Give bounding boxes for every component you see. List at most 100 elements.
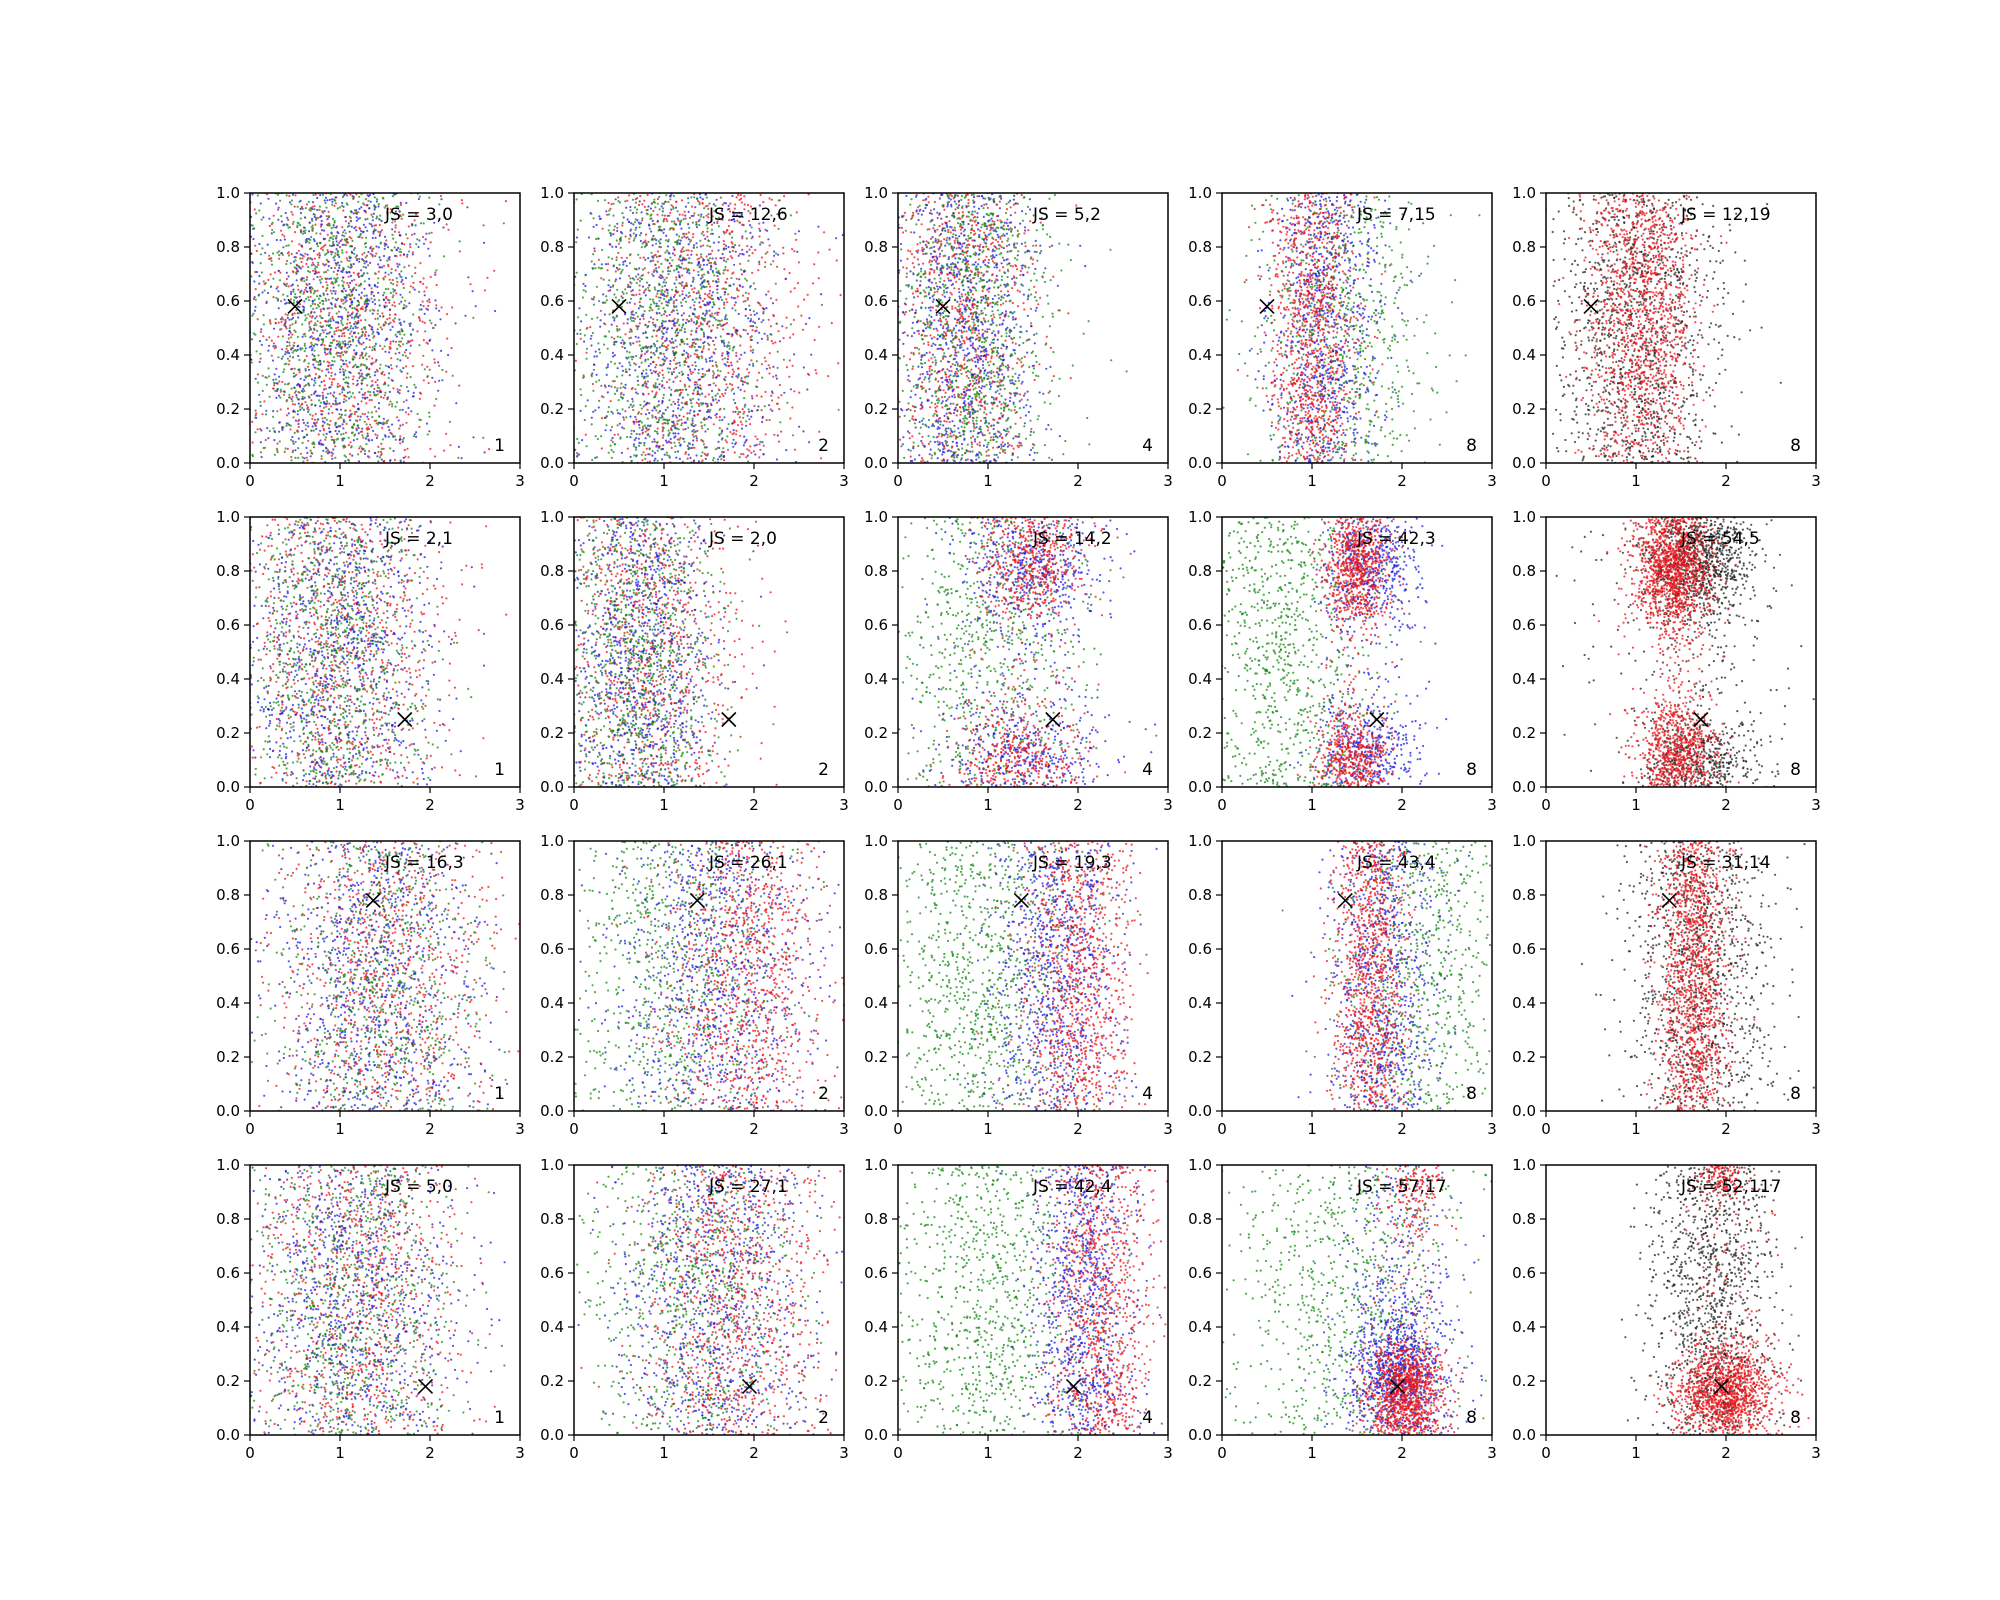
data-point xyxy=(708,301,711,304)
data-point xyxy=(269,322,272,325)
data-point xyxy=(708,410,711,413)
data-point xyxy=(292,416,295,419)
data-point xyxy=(332,395,336,398)
data-point xyxy=(283,363,286,366)
data-point xyxy=(641,429,644,432)
data-point xyxy=(374,433,377,436)
data-point xyxy=(353,306,356,310)
data-point xyxy=(714,263,717,266)
data-point xyxy=(728,345,731,348)
data-point xyxy=(712,423,716,426)
data-point xyxy=(656,441,659,444)
data-point xyxy=(424,330,427,333)
data-point xyxy=(370,213,373,216)
data-point xyxy=(333,442,336,445)
data-point xyxy=(326,293,329,296)
data-point xyxy=(335,321,338,324)
data-point xyxy=(772,375,775,378)
data-point xyxy=(334,445,337,448)
data-point xyxy=(338,206,341,209)
data-point xyxy=(348,259,351,263)
data-point xyxy=(344,301,347,304)
data-point xyxy=(604,263,608,266)
data-point xyxy=(609,444,612,447)
data-point xyxy=(482,224,485,227)
data-point xyxy=(708,289,712,292)
data-point xyxy=(676,401,680,404)
data-point xyxy=(331,438,334,441)
data-point xyxy=(667,251,670,254)
data-point xyxy=(374,236,377,239)
data-point xyxy=(380,395,383,399)
data-point xyxy=(335,343,338,346)
data-point xyxy=(301,335,304,338)
data-point xyxy=(398,330,401,333)
data-point xyxy=(324,297,327,300)
data-point xyxy=(287,218,290,221)
data-point xyxy=(688,257,691,260)
data-point xyxy=(389,291,392,294)
data-point xyxy=(733,263,736,266)
data-point xyxy=(433,358,436,361)
data-point xyxy=(658,410,662,413)
data-point xyxy=(330,266,333,270)
data-point xyxy=(376,455,379,458)
data-point xyxy=(286,407,290,410)
data-point xyxy=(789,290,792,293)
data-point xyxy=(418,344,421,347)
data-point xyxy=(326,348,329,351)
data-point xyxy=(729,382,732,385)
data-point xyxy=(371,326,374,329)
data-point xyxy=(685,267,688,270)
data-point xyxy=(371,349,374,352)
data-point xyxy=(743,441,746,444)
data-point xyxy=(600,384,603,387)
data-point xyxy=(433,455,437,458)
data-point xyxy=(356,424,360,427)
data-point xyxy=(726,258,729,261)
data-point xyxy=(311,302,314,305)
data-point xyxy=(726,435,729,438)
data-point xyxy=(368,399,371,402)
data-point xyxy=(693,368,697,371)
data-point xyxy=(680,301,683,304)
data-point xyxy=(441,368,444,372)
data-point xyxy=(360,379,363,382)
y-tick-label: 0.0 xyxy=(216,454,240,472)
data-point xyxy=(663,453,666,456)
data-point xyxy=(744,329,747,332)
data-point xyxy=(445,370,448,373)
data-point xyxy=(748,449,751,452)
data-point xyxy=(390,423,394,426)
data-point xyxy=(712,324,715,327)
data-point xyxy=(273,431,277,434)
data-point xyxy=(651,321,655,324)
data-point xyxy=(695,297,698,300)
data-point xyxy=(411,253,414,256)
data-point xyxy=(372,294,375,297)
data-point xyxy=(302,436,305,439)
data-point xyxy=(691,236,695,239)
data-point xyxy=(419,319,422,322)
data-point xyxy=(312,278,315,281)
data-point xyxy=(303,231,307,235)
data-point xyxy=(341,234,344,237)
data-point xyxy=(394,313,397,316)
data-point xyxy=(358,257,361,261)
data-point xyxy=(647,364,650,368)
data-point xyxy=(614,296,618,299)
data-point xyxy=(433,221,436,224)
data-point xyxy=(301,323,304,326)
data-point xyxy=(315,266,318,269)
data-point xyxy=(635,226,638,229)
data-point xyxy=(839,294,842,297)
data-point xyxy=(716,313,719,316)
data-point xyxy=(307,266,310,269)
data-point xyxy=(369,394,372,397)
data-point xyxy=(364,226,367,229)
data-point xyxy=(806,372,810,375)
data-point xyxy=(695,437,699,440)
data-point xyxy=(579,328,582,332)
data-point xyxy=(743,405,746,408)
data-point xyxy=(600,447,603,450)
